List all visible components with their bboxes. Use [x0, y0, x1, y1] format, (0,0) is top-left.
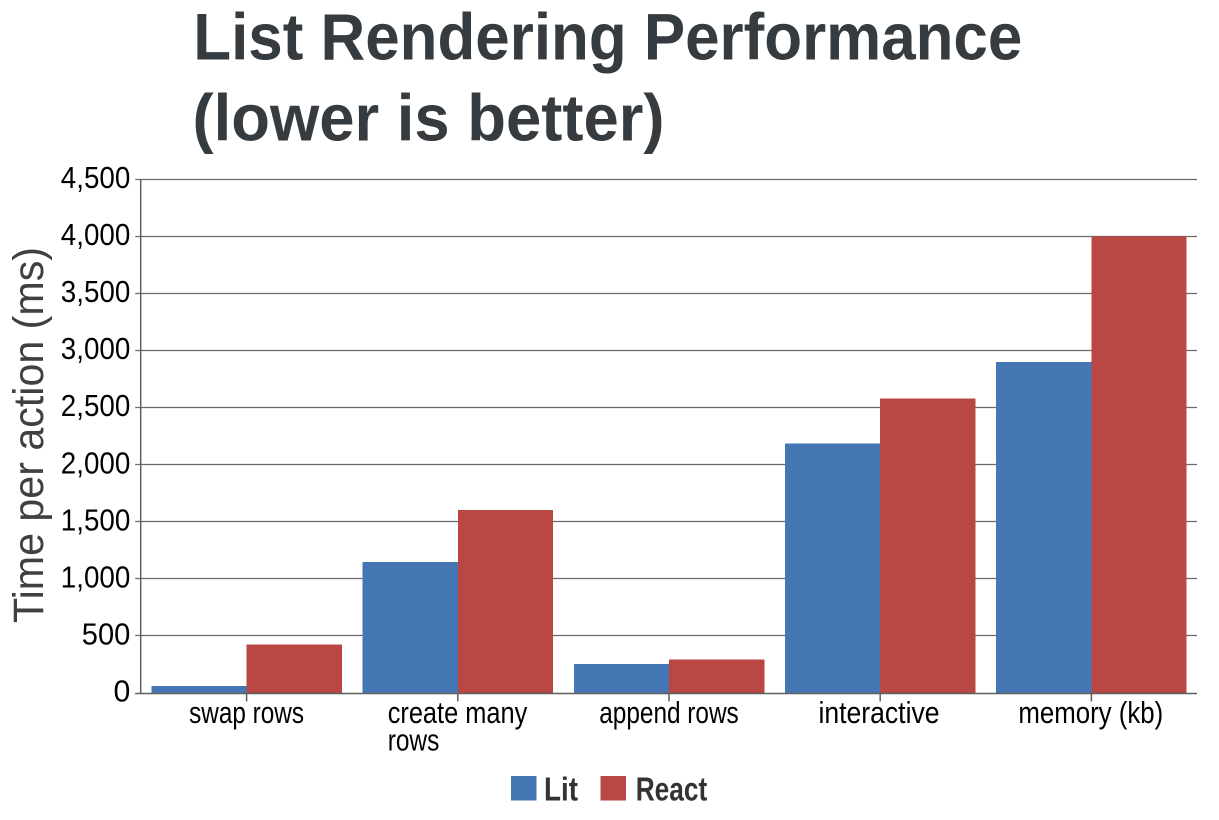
svg-text:4,500: 4,500: [61, 161, 131, 195]
svg-text:append rows: append rows: [599, 696, 739, 730]
svg-text:1,000: 1,000: [61, 560, 131, 594]
svg-text:1,500: 1,500: [61, 503, 131, 537]
svg-text:(lower is better): (lower is better): [193, 81, 665, 155]
svg-text:create many: create many: [388, 696, 528, 730]
svg-text:React: React: [636, 771, 708, 808]
svg-text:0: 0: [114, 675, 131, 709]
svg-text:500: 500: [82, 617, 131, 651]
svg-text:List Rendering Performance: List Rendering Performance: [193, 0, 1022, 74]
svg-text:memory (kb): memory (kb): [1018, 696, 1163, 730]
svg-text:rows: rows: [388, 724, 440, 758]
svg-text:swap rows: swap rows: [189, 696, 304, 730]
svg-text:2,000: 2,000: [61, 446, 131, 480]
svg-text:4,000: 4,000: [61, 218, 131, 252]
svg-text:3,500: 3,500: [61, 275, 131, 309]
svg-text:Time per action (ms): Time per action (ms): [5, 247, 53, 623]
svg-text:Lit: Lit: [544, 771, 578, 808]
svg-text:3,000: 3,000: [61, 332, 131, 366]
svg-text:interactive: interactive: [818, 696, 939, 730]
svg-text:2,500: 2,500: [61, 389, 131, 423]
